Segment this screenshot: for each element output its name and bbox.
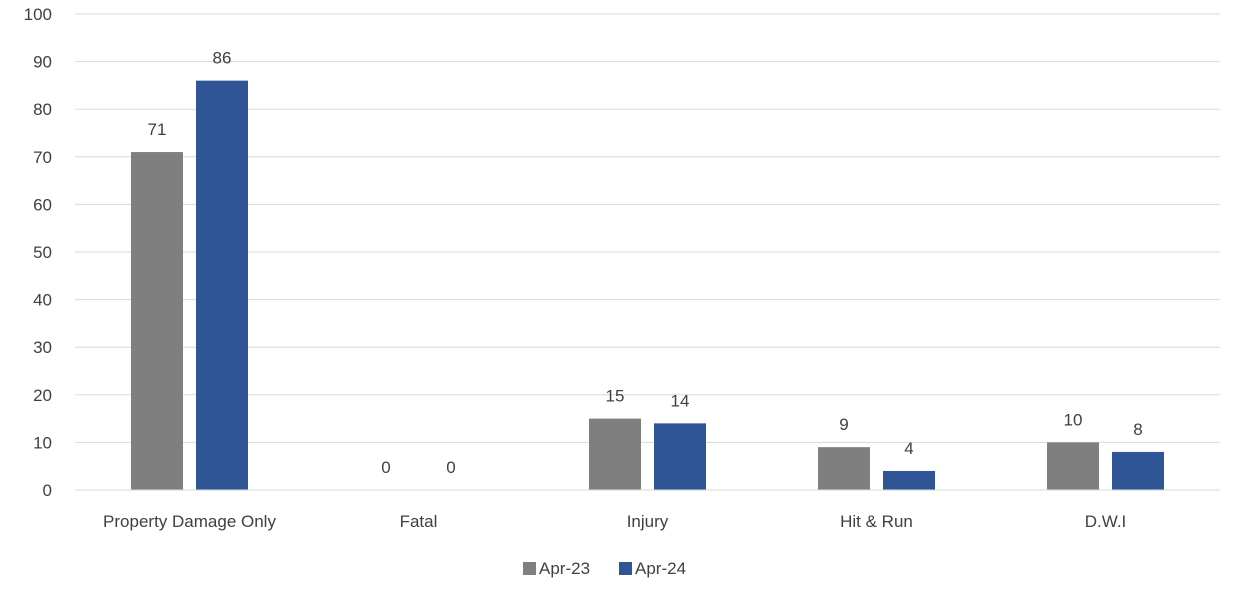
data-label: 86 xyxy=(213,49,232,68)
y-tick-label: 20 xyxy=(33,386,52,405)
y-tick-label: 60 xyxy=(33,195,52,214)
legend-swatch xyxy=(523,562,536,575)
y-tick-label: 30 xyxy=(33,338,52,357)
bar-apr-23 xyxy=(131,152,183,491)
data-label: 14 xyxy=(671,391,690,410)
x-category-label: Injury xyxy=(627,512,669,531)
data-label: 15 xyxy=(606,387,625,406)
data-label: 9 xyxy=(839,415,848,434)
legend-label: Apr-23 xyxy=(539,559,590,578)
bar-apr-24 xyxy=(196,80,248,490)
data-label: 4 xyxy=(904,439,913,458)
y-tick-label: 10 xyxy=(33,433,52,452)
x-category-label: Fatal xyxy=(400,512,438,531)
x-category-label: Hit & Run xyxy=(840,512,913,531)
bar-apr-23 xyxy=(1047,442,1099,490)
bars xyxy=(131,80,1164,491)
y-tick-label: 100 xyxy=(24,5,52,24)
bar-apr-23 xyxy=(818,447,870,490)
legend-label: Apr-24 xyxy=(635,559,686,578)
x-axis: Property Damage Only Fatal Injury Hit & Run… xyxy=(75,489,1220,531)
bar-apr-24 xyxy=(883,470,935,490)
legend-swatch xyxy=(619,562,632,575)
bar-apr-23 xyxy=(589,418,641,490)
y-axis: 0 10 20 30 40 50 60 70 80 90 100 xyxy=(24,5,52,500)
data-label: 71 xyxy=(148,120,167,139)
y-tick-label: 70 xyxy=(33,148,52,167)
data-labels: 71 86 0 0 15 14 9 4 10 8 xyxy=(148,49,1143,477)
bar-apr-24 xyxy=(1112,451,1164,490)
x-category-label: Property Damage Only xyxy=(103,512,276,531)
bar-apr-24 xyxy=(654,423,706,490)
y-tick-label: 90 xyxy=(33,53,52,72)
y-tick-label: 50 xyxy=(33,243,52,262)
gridlines xyxy=(75,13,1220,491)
legend: Apr-23 Apr-24 xyxy=(523,559,686,578)
y-tick-label: 0 xyxy=(43,481,52,500)
data-label: 10 xyxy=(1064,410,1083,429)
data-label: 0 xyxy=(381,458,390,477)
x-category-label: D.W.I xyxy=(1085,512,1127,531)
y-tick-label: 80 xyxy=(33,100,52,119)
y-tick-label: 40 xyxy=(33,291,52,310)
data-label: 8 xyxy=(1133,420,1142,439)
data-label: 0 xyxy=(446,458,455,477)
